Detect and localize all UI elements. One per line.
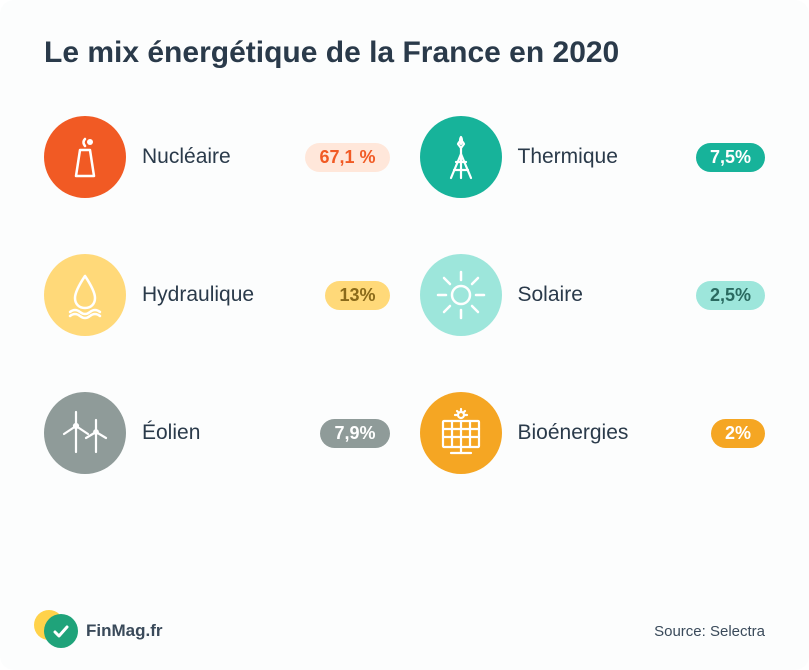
item-label: Nucléaire	[142, 145, 289, 169]
source-label: Source: Selectra	[654, 623, 765, 640]
logo-icon	[44, 614, 78, 648]
item-solaire: Solaire 2,5%	[420, 254, 766, 336]
bioenergy-icon	[420, 392, 502, 474]
nuclear-icon	[44, 116, 126, 198]
item-label: Thermique	[518, 145, 680, 169]
item-bioenergies: Bioénergies 2%	[420, 392, 766, 474]
item-label: Bioénergies	[518, 421, 695, 445]
item-label: Solaire	[518, 283, 680, 307]
item-value-pill: 2%	[711, 419, 765, 448]
item-label: Hydraulique	[142, 283, 309, 307]
logo-text: FinMag.fr	[86, 621, 163, 641]
item-value-pill: 13%	[325, 281, 389, 310]
item-nucleaire: Nucléaire 67,1 %	[44, 116, 390, 198]
infographic-card: Le mix énergétique de la France en 2020 …	[0, 0, 809, 670]
wind-icon	[44, 392, 126, 474]
item-eolien: Éolien 7,9%	[44, 392, 390, 474]
item-value-pill: 7,5%	[696, 143, 765, 172]
page-title: Le mix énergétique de la France en 2020	[44, 36, 765, 70]
energy-grid: Nucléaire 67,1 % Thermique 7,5%	[44, 116, 765, 474]
item-value-pill: 2,5%	[696, 281, 765, 310]
item-hydraulique: Hydraulique 13%	[44, 254, 390, 336]
item-value-pill: 7,9%	[320, 419, 389, 448]
item-value-pill: 67,1 %	[305, 143, 389, 172]
solar-icon	[420, 254, 502, 336]
item-thermique: Thermique 7,5%	[420, 116, 766, 198]
hydro-icon	[44, 254, 126, 336]
logo: FinMag.fr	[44, 614, 163, 648]
item-label: Éolien	[142, 421, 304, 445]
footer: FinMag.fr Source: Selectra	[44, 614, 765, 648]
thermal-icon	[420, 116, 502, 198]
